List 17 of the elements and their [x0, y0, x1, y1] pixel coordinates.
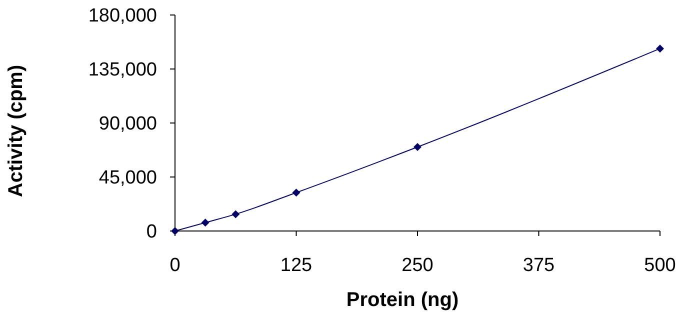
y-tick-label: 45,000	[98, 168, 157, 189]
y-tick-label: 135,000	[88, 60, 157, 81]
x-tick-label: 500	[644, 255, 676, 276]
point	[656, 44, 664, 53]
point	[232, 210, 240, 218]
point	[201, 218, 210, 227]
point	[292, 188, 300, 197]
x-tick-label: 125	[280, 255, 312, 276]
x-axis-title: Protein (ng)	[346, 289, 459, 311]
y-tick-label: 90,000	[98, 114, 157, 135]
point	[414, 143, 422, 151]
y-tick-label: 180,000	[88, 6, 157, 27]
x-tick-label: 250	[402, 255, 434, 276]
y-tick-label: 0	[146, 222, 157, 243]
x-tick-label: 0	[170, 255, 180, 276]
x-tick-label: 375	[522, 255, 555, 276]
y-axis-title: Activity (cpm)	[5, 64, 27, 198]
